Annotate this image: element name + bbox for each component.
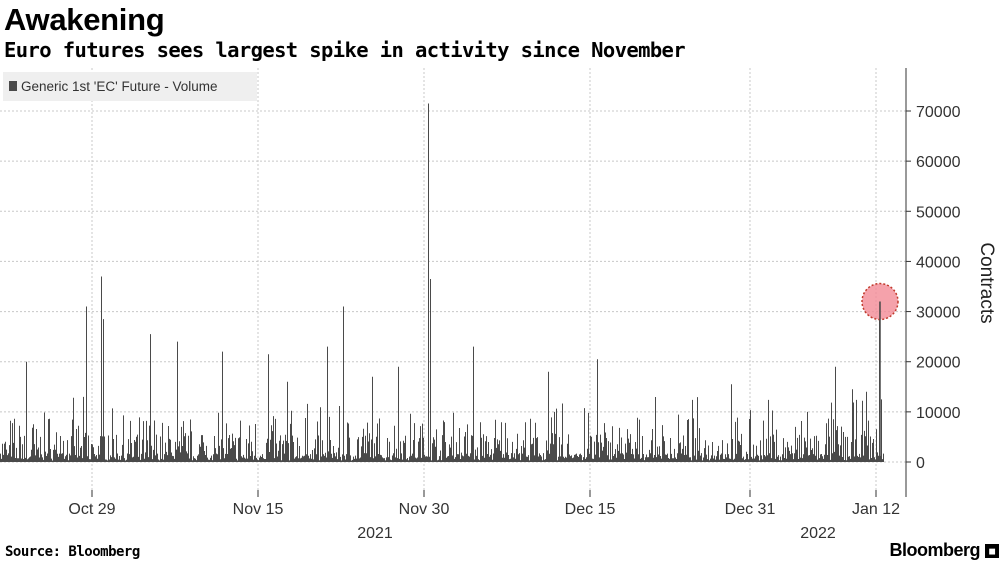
bars	[0, 103, 884, 462]
brand-logo: Bloomberg ◼	[889, 540, 999, 561]
x-year-label: 2022	[800, 525, 836, 542]
legend-label: Generic 1st 'EC' Future - Volume	[21, 79, 217, 94]
y-tick-label: 60000	[916, 154, 961, 171]
y-tick-label: 30000	[916, 305, 961, 322]
y-tick-label: 0	[916, 455, 925, 472]
y-axis-label: Contracts	[976, 242, 997, 323]
brand-name: Bloomberg	[889, 540, 980, 560]
legend: Generic 1st 'EC' Future - Volume	[3, 72, 257, 101]
legend-swatch	[9, 81, 17, 91]
y-tick-label: 70000	[916, 104, 961, 121]
source-note: Source: Bloomberg	[5, 544, 140, 560]
chart-title: Awakening	[4, 2, 165, 37]
legend-box	[3, 72, 257, 101]
x-tick-label: Nov 30	[399, 501, 450, 518]
x-tick-label: Jan 12	[852, 501, 900, 518]
y-tick-label: 50000	[916, 204, 961, 221]
axes: 0 10000 20000 30000 40000 50000 60000 70000 Oct …	[68, 68, 961, 542]
chart-subtitle: Euro futures sees largest spike in activ…	[4, 38, 686, 62]
highlight-layer	[861, 282, 899, 462]
y-tick-label: 10000	[916, 405, 961, 422]
y-tick-label: 20000	[916, 355, 961, 372]
x-tick-label: Dec 31	[725, 501, 776, 518]
x-tick-label: Dec 15	[565, 501, 616, 518]
x-year-label: 2021	[357, 525, 393, 542]
x-tick-label: Nov 15	[233, 501, 284, 518]
brand-mark-icon: ◼	[985, 543, 999, 558]
x-tick-label: Oct 29	[68, 501, 115, 518]
y-tick-label: 40000	[916, 254, 961, 271]
